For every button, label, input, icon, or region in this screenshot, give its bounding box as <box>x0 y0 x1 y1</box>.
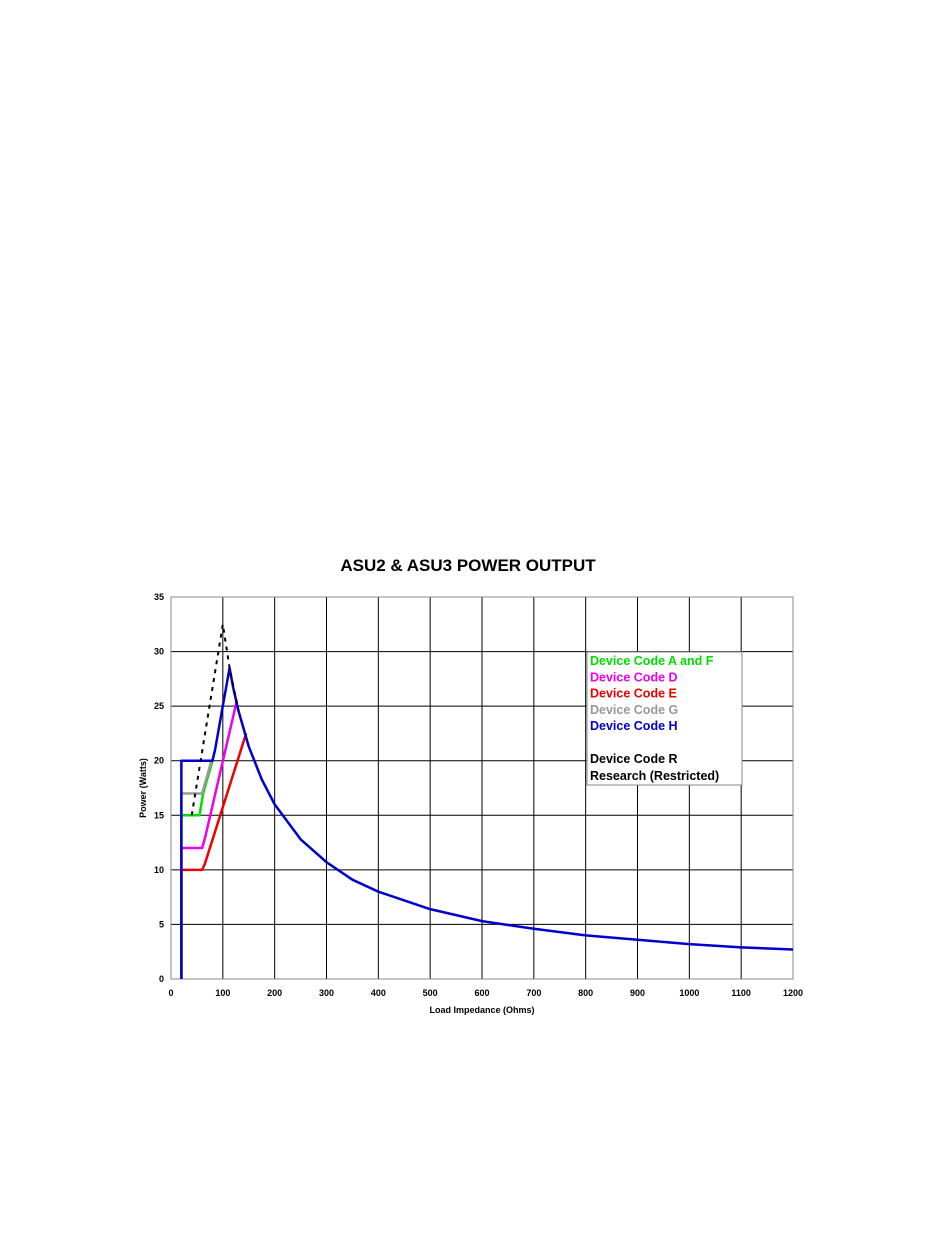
x-tick-label: 1100 <box>731 988 751 998</box>
x-tick-label: 800 <box>578 988 593 998</box>
x-tick-label: 900 <box>630 988 645 998</box>
x-tick-label: 600 <box>474 988 489 998</box>
y-tick-label: 0 <box>159 974 164 984</box>
y-tick-label: 30 <box>154 647 164 657</box>
legend-label: Device Code R <box>590 752 678 766</box>
x-tick-label: 500 <box>423 988 438 998</box>
y-tick-label: 20 <box>154 756 164 766</box>
legend-label: Device Code A and F <box>590 654 714 668</box>
legend-entries: Device Code A and F Device Code D Device C… <box>590 654 719 783</box>
legend-label: Device Code E <box>590 687 677 701</box>
x-axis-label: Load Impedance (Ohms) <box>429 1005 534 1015</box>
x-tick-label: 700 <box>526 988 541 998</box>
y-tick-label: 15 <box>154 810 164 820</box>
y-tick-label: 35 <box>154 592 164 602</box>
series-line <box>180 666 794 979</box>
series-line <box>180 733 248 979</box>
y-tick-label: 10 <box>154 865 164 875</box>
x-tick-label: 1200 <box>783 988 803 998</box>
legend-note: Research (Restricted) <box>590 769 719 783</box>
legend-label: Device Code H <box>590 719 678 733</box>
plot-area <box>170 596 794 980</box>
legend-label: Device Code D <box>590 670 678 684</box>
x-tick-label: 1000 <box>679 988 699 998</box>
series-line <box>180 700 239 979</box>
x-tick-label: 200 <box>267 988 282 998</box>
legend-label: Device Code G <box>590 703 678 717</box>
x-tick-label: 300 <box>319 988 334 998</box>
legend <box>586 651 743 786</box>
x-tick-label: 400 <box>371 988 386 998</box>
y-axis-label: Power (Watts) <box>138 758 148 818</box>
y-tick-label: 25 <box>154 701 164 711</box>
lines <box>180 623 794 979</box>
chart-title: ASU2 & ASU3 POWER OUTPUT <box>340 556 596 575</box>
y-tick-label: 5 <box>159 919 164 929</box>
x-tick-label: 0 <box>168 988 173 998</box>
x-tick-label: 100 <box>215 988 230 998</box>
